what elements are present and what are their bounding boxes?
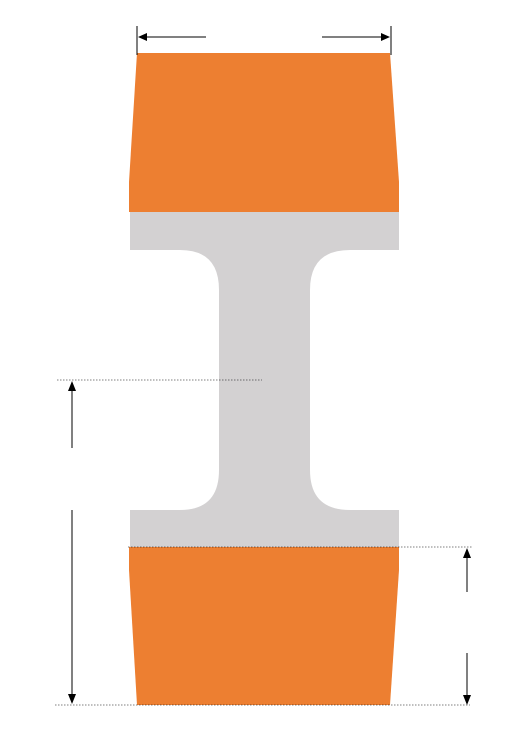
right-height-bottom-arrowhead	[463, 695, 471, 705]
left-height-dimension	[55, 379, 470, 706]
i-section-core	[130, 212, 399, 547]
top-width-right-arrowhead	[381, 33, 390, 41]
top-width-left-arrowhead	[138, 33, 147, 41]
top-width-dimension	[136, 26, 392, 55]
left-height-bottom-arrowhead	[68, 694, 76, 704]
right-height-top-arrowhead	[463, 548, 471, 558]
right-height-dimension	[128, 546, 472, 705]
top-cap	[129, 53, 399, 212]
bottom-cap	[129, 547, 399, 705]
left-height-top-arrowhead	[68, 381, 76, 391]
